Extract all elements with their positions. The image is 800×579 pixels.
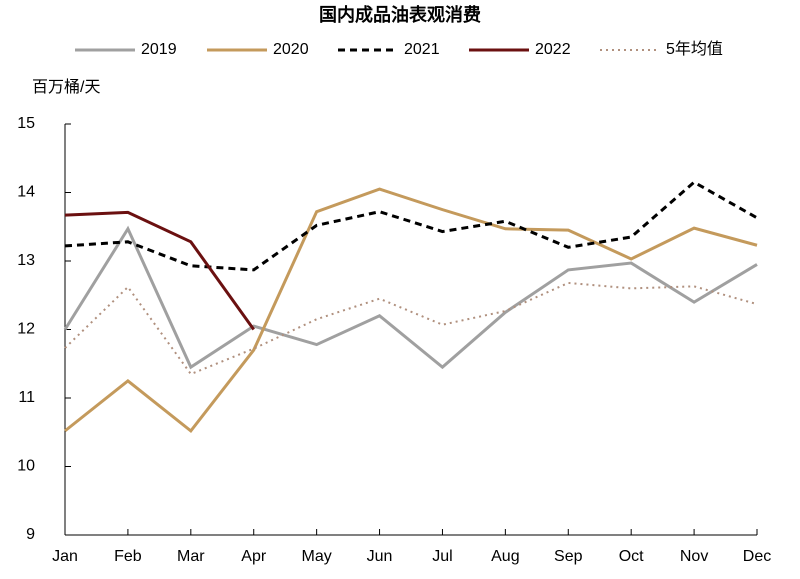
y-tick-label: 13 bbox=[17, 252, 35, 269]
y-tick-label: 10 bbox=[17, 458, 35, 475]
x-tick-label: May bbox=[302, 548, 332, 565]
x-tick-label: Dec bbox=[743, 548, 771, 565]
legend-label: 2020 bbox=[273, 41, 309, 58]
x-tick-label: Aug bbox=[491, 548, 519, 565]
y-axis-label: 百万桶/天 bbox=[32, 78, 100, 96]
series-line bbox=[64, 187, 758, 433]
x-tick-label: Jun bbox=[367, 548, 393, 565]
legend-label: 2019 bbox=[141, 41, 177, 58]
series-line bbox=[64, 180, 758, 272]
y-tick-label: 12 bbox=[17, 321, 35, 338]
legend-label: 2021 bbox=[404, 41, 440, 58]
legend-label: 5年均值 bbox=[666, 40, 723, 58]
y-tick-label: 14 bbox=[17, 184, 35, 201]
x-tick-label: Oct bbox=[619, 548, 644, 565]
legend-label: 2022 bbox=[535, 41, 571, 58]
y-tick-label: 9 bbox=[26, 526, 35, 543]
chart-title: 国内成品油表观消费 bbox=[319, 4, 481, 25]
x-tick-label: Apr bbox=[241, 548, 267, 565]
x-tick-label: Jan bbox=[52, 548, 78, 565]
x-tick-label: Nov bbox=[680, 548, 708, 565]
x-tick-label: Jul bbox=[432, 548, 452, 565]
x-tick-label: Mar bbox=[177, 548, 205, 565]
series-line bbox=[63, 225, 758, 370]
y-tick-label: 11 bbox=[18, 389, 35, 406]
y-tick-label: 15 bbox=[17, 115, 35, 132]
x-tick-label: Feb bbox=[114, 548, 142, 565]
series-line bbox=[64, 210, 255, 331]
series-line bbox=[64, 281, 758, 376]
x-tick-label: Sep bbox=[554, 548, 583, 565]
